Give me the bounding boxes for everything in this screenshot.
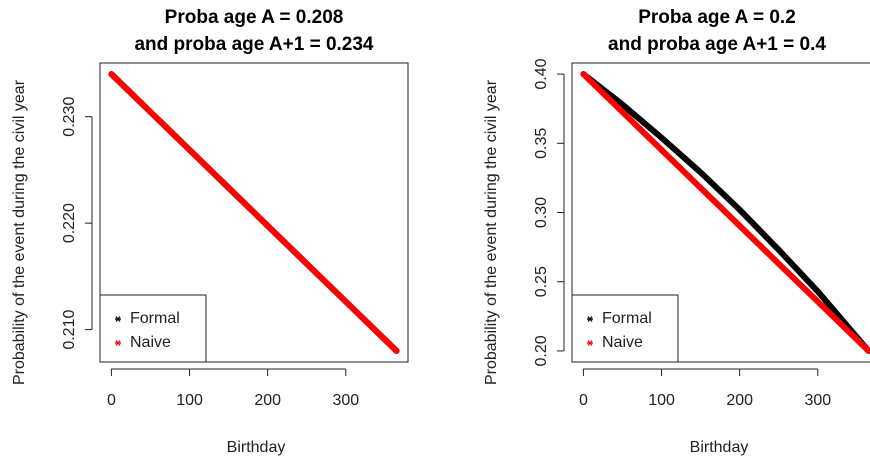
y-tick-label: 0.30 [533, 197, 550, 228]
x-tick-label: 100 [648, 392, 675, 409]
legend-marker [115, 340, 121, 346]
series-line [580, 71, 870, 354]
legend-box [571, 294, 679, 363]
chart-title: Proba age A = 0.2 [638, 7, 796, 28]
y-tick-label: 0.220 [61, 203, 78, 243]
x-tick-label: 300 [332, 392, 359, 409]
y-tick-label: 0.25 [533, 266, 550, 297]
legend-marker [587, 340, 593, 346]
series-line [108, 71, 400, 354]
legend-marker-stroke [115, 340, 121, 346]
y-tick-label: 0.20 [533, 335, 550, 366]
x-tick-label: 300 [804, 392, 831, 409]
plot-frame [99, 62, 409, 363]
legend-marker [115, 316, 121, 322]
legend-marker [587, 316, 593, 322]
legend-marker-stroke [115, 316, 121, 322]
y-tick-label: 0.210 [61, 310, 78, 350]
legend-box [99, 294, 207, 363]
legend-marker-stroke [587, 340, 593, 346]
x-axis-label: Birthday [690, 439, 749, 456]
plot-area [108, 71, 400, 354]
series-line [580, 71, 870, 354]
chart-title: Proba age A = 0.208 [165, 7, 344, 28]
y-tick-label: 0.40 [533, 58, 550, 89]
x-tick-label: 200 [254, 392, 281, 409]
legend-label: Naive [130, 334, 171, 351]
plot-area [580, 71, 870, 354]
chart-title: and proba age A+1 = 0.4 [608, 34, 826, 55]
legend-label: Formal [602, 310, 652, 327]
x-axis-label: Birthday [227, 439, 286, 456]
chart-title: and proba age A+1 = 0.234 [134, 34, 373, 55]
legend-marker-stroke [587, 316, 593, 322]
legend-label: Formal [130, 310, 180, 327]
x-tick-label: 200 [726, 392, 753, 409]
x-tick-label: 100 [176, 392, 203, 409]
x-tick-label: 0 [107, 392, 116, 409]
plot-frame [571, 62, 870, 363]
y-tick-label: 0.35 [533, 128, 550, 159]
y-tick-label: 0.230 [61, 97, 78, 137]
legend-label: Naive [602, 334, 643, 351]
y-axis-label: Probability of the event during the civi… [11, 79, 28, 385]
y-axis-label: Probability of the event during the civi… [483, 79, 500, 385]
x-tick-label: 0 [579, 392, 588, 409]
